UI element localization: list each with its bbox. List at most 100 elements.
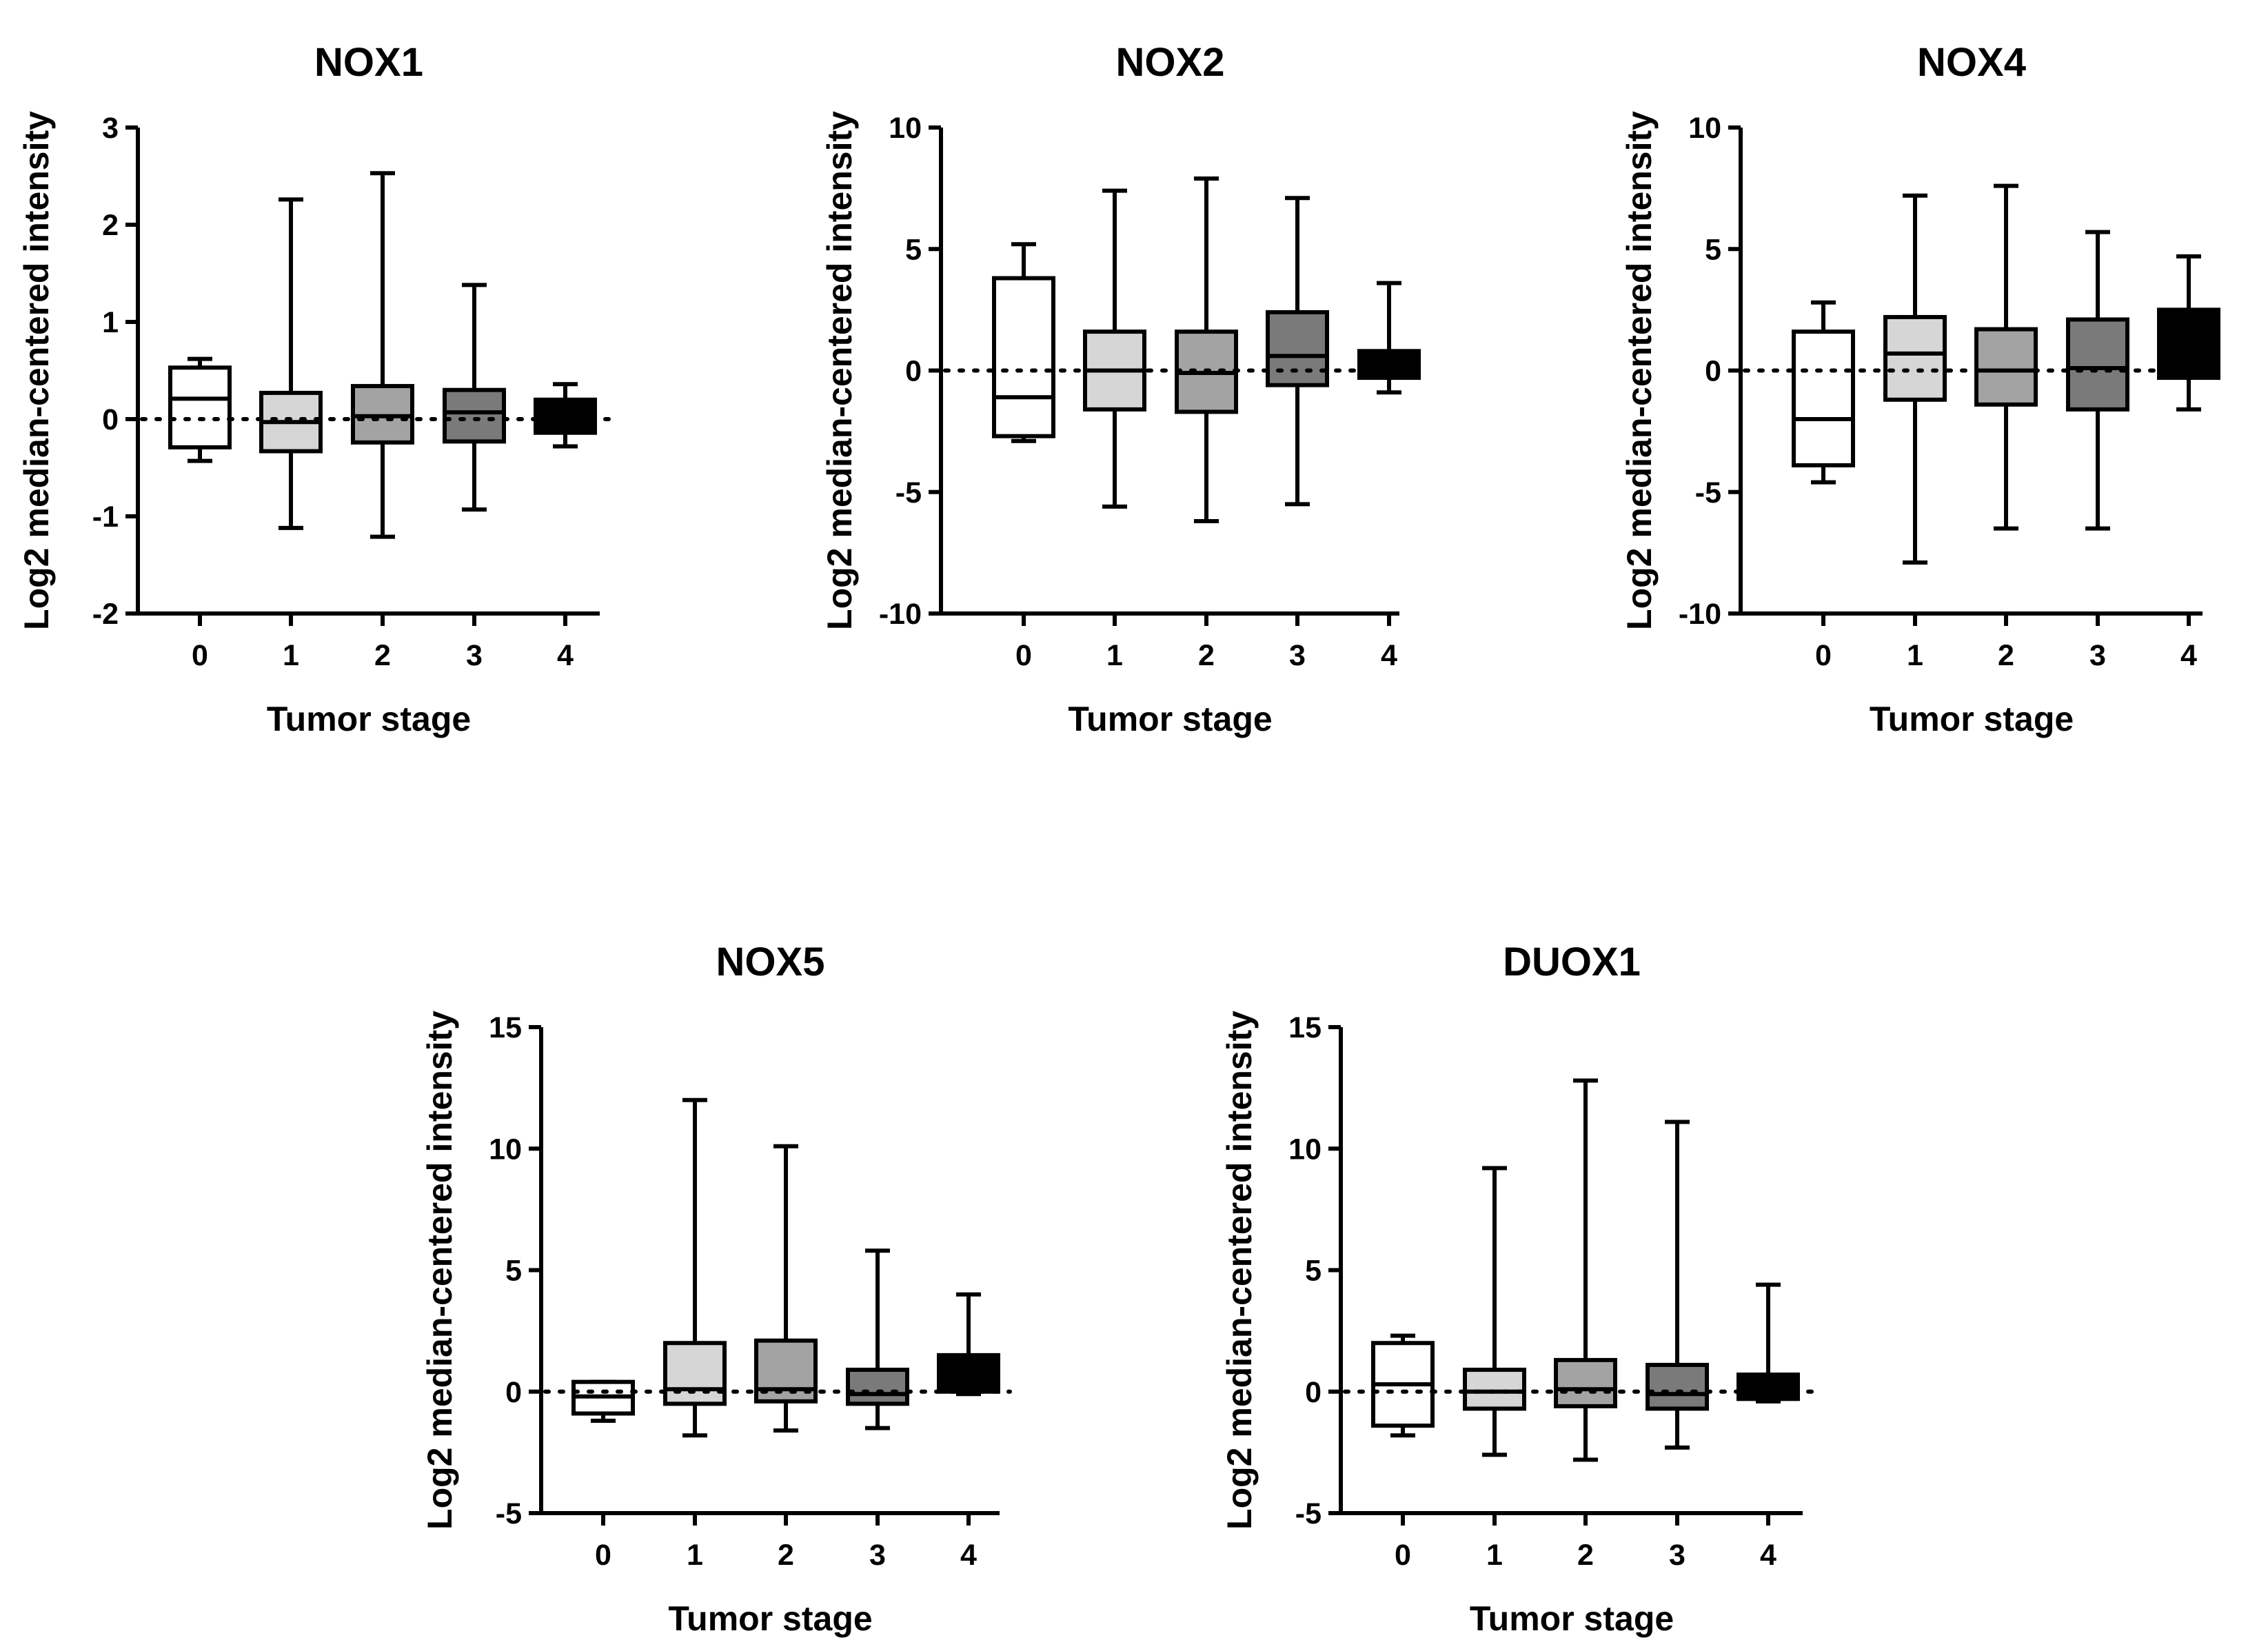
box-stage-4 (1737, 1282, 1800, 1404)
y-tick-label: 0 (102, 403, 119, 436)
x-tick-label: 0 (595, 1539, 611, 1572)
x-tick-label: 4 (1760, 1539, 1776, 1572)
x-axis-label: Tumor stage (1870, 700, 2074, 738)
y-tick-label: -5 (895, 476, 922, 509)
y-tick-label: 5 (1305, 1255, 1322, 1288)
y-tick-label: -5 (1295, 1497, 1322, 1530)
y-axis-label: Log2 median-centered intensity (1620, 111, 1659, 630)
box-stage-1 (663, 1097, 727, 1438)
x-tick-label: 0 (1395, 1539, 1411, 1572)
box-stage-2 (1554, 1078, 1617, 1462)
x-tick-label: 2 (1998, 639, 2014, 672)
y-tick-label: 10 (1288, 1133, 1322, 1166)
x-tick-label: 3 (466, 639, 483, 672)
chart-title: NOX5 (716, 940, 825, 984)
y-tick-label: -2 (92, 598, 119, 631)
y-tick-label: 0 (1305, 1376, 1322, 1409)
box-stage-4 (1357, 281, 1421, 395)
iqr-box (1646, 1362, 1709, 1411)
chart-nox1: NOX1 Log2 median-centered intensity Tumor … (17, 40, 612, 738)
iqr-box (168, 365, 232, 449)
chart-nox4: NOX4 Log2 median-centered intensity Tumor … (1620, 40, 2220, 738)
box-stage-4 (937, 1292, 1000, 1397)
x-axis-label: Tumor stage (668, 1599, 872, 1638)
box-stage-3 (1266, 196, 1329, 507)
x-tick-label: 4 (960, 1539, 977, 1572)
iqr-box (1883, 314, 1947, 402)
iqr-box (992, 276, 1055, 438)
iqr-box (1792, 330, 1855, 467)
y-tick-label: -1 (92, 500, 119, 534)
iqr-box (846, 1368, 909, 1406)
box-stage-0 (571, 1379, 635, 1424)
x-tick-label: 1 (283, 639, 299, 672)
chart-title: DUOX1 (1503, 940, 1641, 984)
iqr-box (2157, 307, 2220, 381)
y-tick-label: 2 (102, 209, 119, 242)
y-tick-label: -5 (496, 1497, 522, 1530)
y-tick-label: 10 (889, 112, 922, 145)
iqr-box (1463, 1368, 1526, 1411)
y-tick-label: 3 (102, 112, 119, 145)
x-axis-label: Tumor stage (1470, 1599, 1674, 1638)
y-tick-label: 10 (489, 1133, 522, 1166)
y-tick-label: -5 (1695, 476, 1721, 509)
box-stage-3 (443, 283, 506, 512)
x-axis-label: Tumor stage (1068, 700, 1272, 738)
iqr-box (663, 1341, 727, 1406)
x-tick-label: 2 (374, 639, 391, 672)
x-tick-label: 1 (1106, 639, 1123, 672)
x-tick-label: 0 (1815, 639, 1832, 672)
box-stage-3 (846, 1248, 909, 1430)
x-tick-label: 2 (1577, 1539, 1594, 1572)
box-stage-0 (168, 356, 232, 463)
x-tick-label: 1 (1907, 639, 1923, 672)
iqr-box (443, 387, 506, 444)
x-tick-label: 4 (2180, 639, 2197, 672)
x-tick-label: 2 (1198, 639, 1215, 672)
x-tick-label: 4 (1381, 639, 1397, 672)
x-tick-label: 3 (869, 1539, 886, 1572)
box-stage-4 (2157, 254, 2220, 412)
chart-title: NOX2 (1116, 40, 1225, 85)
chart-nox2: NOX2 Log2 median-centered intensity Tumor … (820, 40, 1421, 738)
box-stage-2 (351, 171, 414, 539)
y-axis-label: Log2 median-centered intensity (17, 111, 56, 630)
box-stage-0 (1371, 1333, 1435, 1438)
y-axis-label: Log2 median-centered intensity (1220, 1011, 1259, 1530)
iqr-box (1554, 1357, 1617, 1408)
box-stage-2 (754, 1144, 818, 1433)
y-tick-label: 10 (1688, 112, 1721, 145)
box-stage-1 (1883, 193, 1947, 565)
y-tick-label: -10 (879, 598, 922, 631)
box-stage-0 (1792, 300, 1855, 485)
iqr-box (1266, 310, 1329, 387)
box-stage-1 (1463, 1166, 1526, 1457)
y-tick-label: 1 (102, 306, 119, 339)
box-stage-2 (1175, 176, 1238, 524)
x-tick-label: 1 (687, 1539, 703, 1572)
x-tick-label: 4 (557, 639, 574, 672)
box-stage-3 (1646, 1120, 1709, 1450)
y-tick-label: 0 (505, 1376, 522, 1409)
x-tick-label: 2 (778, 1539, 794, 1572)
y-tick-label: 5 (1705, 233, 1721, 266)
box-stage-3 (2066, 230, 2129, 531)
y-tick-label: -10 (1679, 598, 1721, 631)
box-stage-1 (1083, 188, 1146, 509)
x-axis-label: Tumor stage (267, 700, 471, 738)
chart-nox5: NOX5 Log2 median-centered intensity Tumor … (421, 940, 1012, 1638)
box-stage-4 (534, 382, 597, 449)
iqr-box (2066, 317, 2129, 412)
y-tick-label: 15 (1288, 1011, 1322, 1044)
box-stage-2 (1974, 183, 2038, 531)
chart-duox1: DUOX1 Log2 median-centered intensity Tumor… (1220, 940, 1815, 1638)
box-stage-1 (259, 197, 323, 530)
y-tick-label: 5 (505, 1255, 522, 1288)
chart-title: NOX4 (1917, 40, 2026, 85)
chart-title: NOX1 (314, 40, 423, 85)
x-tick-label: 1 (1486, 1539, 1503, 1572)
x-tick-label: 3 (1669, 1539, 1685, 1572)
box-stage-0 (992, 242, 1055, 443)
